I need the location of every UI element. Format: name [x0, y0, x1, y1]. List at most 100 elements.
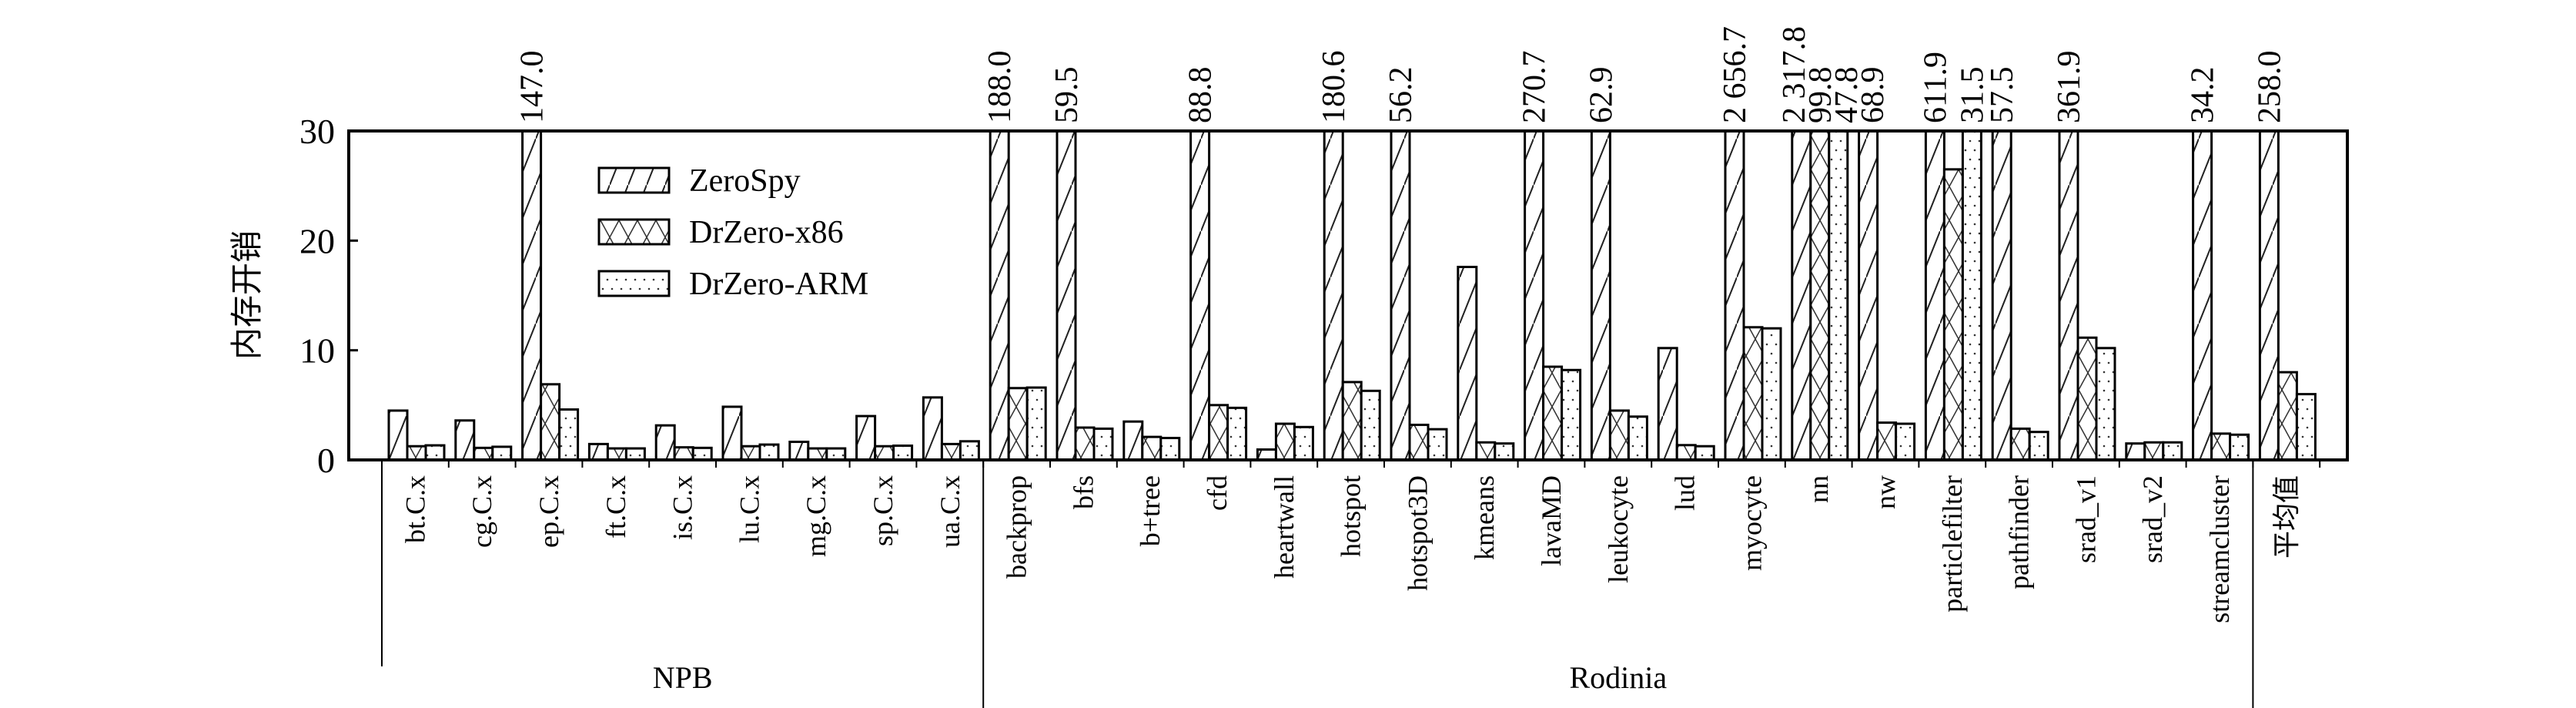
value-label: 2 317.8: [1777, 26, 1812, 123]
bar-cfd-zerospy: [1189, 129, 1211, 461]
bar-ft-C-x-drzero-arm: [624, 447, 646, 461]
bar-ft-C-x-zerospy: [587, 442, 609, 461]
value-label: 59.5: [1049, 67, 1085, 124]
bar-lud-drzero-arm: [1694, 445, 1715, 461]
bar-is-C-x-drzero-arm: [691, 446, 713, 461]
bar-cg-C-x-drzero-arm: [491, 445, 513, 461]
bar-particlefilter-drzero-x86: [1942, 168, 1964, 461]
bar-hotspot3D-zerospy: [1390, 129, 1411, 461]
bar-is-C-x-drzero-x86: [673, 446, 694, 461]
bar-bt-C-x-drzero-arm: [424, 444, 446, 461]
value-label: 88.8: [1183, 67, 1219, 124]
bar-leukocyte-drzero-x86: [1608, 409, 1630, 461]
bar-srad-v2-drzero-x86: [2143, 441, 2165, 461]
bar-pathfinder-drzero-arm: [2028, 431, 2049, 461]
bar-bt-C-x-zerospy: [387, 409, 409, 461]
y-tick-label: 0: [317, 441, 335, 480]
bar-particlefilter-drzero-arm: [1961, 129, 1982, 461]
bar-nw-drzero-arm: [1895, 422, 1916, 461]
x-tick-label: lu.C.x: [734, 475, 764, 543]
bar-hotspot3D-drzero-arm: [1427, 428, 1448, 461]
bar-srad-v1-drzero-x86: [2076, 336, 2098, 461]
bar-nw-zerospy: [1858, 129, 1879, 461]
value-label: 188.0: [982, 51, 1018, 124]
x-tick-label: ft.C.x: [601, 475, 631, 539]
bar-nn-drzero-x86: [1809, 129, 1831, 461]
x-tick-label: is.C.x: [667, 475, 698, 540]
x-tick-label: leukocyte: [1603, 475, 1634, 583]
x-tick-label: lud: [1670, 475, 1701, 511]
bar-b-tree-drzero-arm: [1159, 437, 1181, 461]
bar-backprop-drzero-arm: [1025, 386, 1047, 461]
legend-swatch-zerospy: [597, 166, 671, 194]
bar-ep-C-x-drzero-x86: [540, 383, 561, 461]
bar-streamcluster-drzero-x86: [2210, 432, 2232, 461]
legend-label: DrZero-x86: [689, 215, 844, 250]
bar-nn-zerospy: [1791, 129, 1812, 461]
value-label: 611.9: [1918, 52, 1953, 123]
value-label: 180.6: [1316, 51, 1352, 124]
x-tick-label: sp.C.x: [868, 475, 898, 546]
bar-cg-C-x-zerospy: [454, 419, 476, 461]
bar-lud-zerospy: [1657, 347, 1678, 461]
value-label: 57.5: [1985, 67, 2020, 124]
y-axis: 0 10 20 30: [299, 112, 358, 480]
y-tick-label: 10: [299, 331, 335, 371]
bar---zerospy: [2258, 129, 2280, 461]
bar-mg-C-x-zerospy: [788, 441, 810, 461]
bar-mg-C-x-drzero-x86: [807, 447, 828, 461]
x-tick-label: mg.C.x: [801, 475, 831, 557]
x-tick-label: lavaMD: [1536, 475, 1567, 566]
group-label: NPB: [653, 660, 713, 695]
x-tick-label: hotspot: [1336, 475, 1367, 557]
x-tick-label: srad_v1: [2070, 475, 2101, 563]
bar-streamcluster-zerospy: [2192, 129, 2213, 461]
bar-pathfinder-zerospy: [1991, 129, 2012, 461]
plot-frame: [347, 129, 2349, 461]
bar-hotspot-drzero-arm: [1360, 389, 1381, 461]
bar-myocyte-zerospy: [1724, 129, 1745, 461]
y-tick-label: 30: [299, 112, 335, 151]
bar-ua-C-x-zerospy: [922, 396, 943, 461]
bar-ep-C-x-zerospy: [521, 129, 543, 461]
value-label: 31.5: [1955, 67, 1990, 124]
value-label: 99.8: [1803, 67, 1838, 124]
overflow-value-labels: 147.0 188.0 59.5 88.8 180.6 56.2 270.7 62.9 2 65…: [515, 26, 2288, 123]
value-label: 2 656.7: [1718, 26, 1753, 123]
bar-myocyte-drzero-arm: [1761, 327, 1782, 461]
value-label: 147.0: [515, 51, 550, 124]
x-tick-label: heartwall: [1269, 475, 1300, 579]
x-tick-label: cg.C.x: [467, 475, 497, 548]
value-label: 258.0: [2252, 51, 2287, 124]
bar-pathfinder-drzero-x86: [2009, 427, 2031, 461]
bars-layer: [387, 129, 2317, 461]
x-tick-label: ep.C.x: [534, 475, 564, 548]
bar-nw-drzero-x86: [1876, 421, 1898, 461]
x-tick-label: ua.C.x: [935, 475, 965, 548]
x-tick-label: myocyte: [1736, 475, 1767, 571]
bar---drzero-arm: [2295, 393, 2317, 461]
x-tick-label: kmeans: [1469, 475, 1500, 560]
bar-leukocyte-zerospy: [1590, 129, 1611, 461]
bar-ua-C-x-drzero-x86: [940, 442, 962, 461]
bar-kmeans-zerospy: [1457, 265, 1478, 461]
value-label: 47.8: [1829, 67, 1865, 124]
x-tick-label: particlefilter: [1937, 475, 1968, 612]
bar-b-tree-drzero-x86: [1141, 435, 1163, 461]
bar-backprop-zerospy: [989, 129, 1010, 461]
bar-bfs-drzero-arm: [1092, 427, 1114, 461]
bar-b-tree-zerospy: [1122, 420, 1144, 461]
bar-srad-v1-zerospy: [2058, 129, 2079, 461]
bar-backprop-drzero-x86: [1007, 387, 1029, 461]
bar-bfs-drzero-x86: [1074, 426, 1096, 461]
bar-mg-C-x-drzero-arm: [825, 447, 847, 461]
bar-lavaMD-zerospy: [1524, 129, 1545, 461]
x-axis: bt.C.x cg.C.x ep.C.x ft.C.x is.C.x lu.C.x mg.C…: [381, 460, 2321, 708]
x-tick-label: b+tree: [1135, 475, 1166, 546]
bar-kmeans-drzero-x86: [1475, 441, 1497, 461]
legend-label: ZeroSpy: [689, 163, 801, 199]
x-tick-label: nn: [1803, 475, 1834, 503]
bar-srad-v1-drzero-arm: [2095, 347, 2116, 461]
y-tick-label: 20: [299, 221, 335, 260]
